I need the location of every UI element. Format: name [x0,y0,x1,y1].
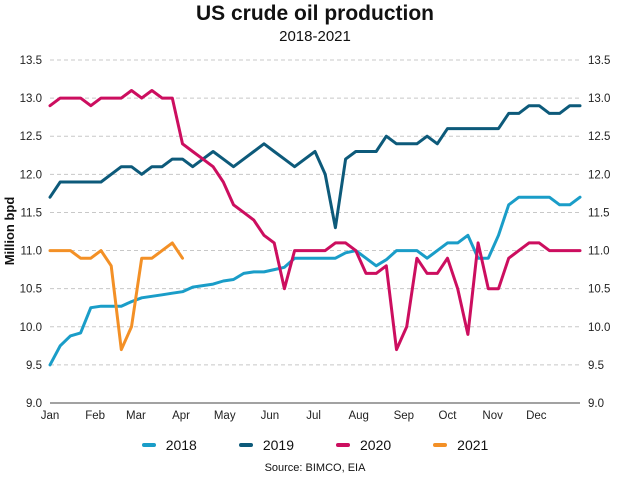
x-tick-label: Oct [439,410,458,422]
axes: 9.0 9.0 9.5 9.5 10.0 10.0 10.5 10.5 11.0 11.0 11.5… [20,55,611,422]
y-tick-label-left: 10.5 [20,284,42,296]
x-tick-label: Nov [482,410,503,422]
x-tick-label: May [214,410,236,422]
legend-swatch [141,443,156,447]
series-line-2018 [48,195,582,367]
y-tick-label-left: 10.0 [20,322,42,334]
y-tick-label-right: 13.0 [588,93,610,105]
series-line-2019 [48,104,582,230]
y-tick-label-right: 12.5 [588,131,610,143]
x-tick-label: Mar [126,410,146,422]
legend-label: 2020 [360,437,392,453]
y-tick-label-right: 12.0 [588,169,610,181]
legend-swatch [433,443,448,447]
x-tick-label: Sep [394,410,414,422]
series-layer [48,89,582,367]
series-line-2020 [48,89,582,352]
legend-item-2018: 2018 [141,437,197,453]
y-tick-label-right: 13.5 [588,55,610,67]
legend: 2018 2019 2020 2021 [0,437,630,453]
chart-title: US crude oil production [195,2,434,25]
y-tick-label-right: 10.0 [588,322,610,334]
legend-label: 2021 [457,437,489,453]
legend-label: 2019 [262,437,294,453]
source-note: Source: BIMCO, EIA [264,462,366,474]
y-axis-label-left: Million bpd [2,197,17,266]
x-tick-label: Dec [526,410,547,422]
y-tick-label-left: 9.5 [26,360,42,372]
x-tick-label: Jan [41,410,60,422]
y-tick-label-left: 9.0 [26,398,42,410]
chart-subtitle: 2018-2021 [279,28,351,45]
x-tick-label: Apr [172,410,190,422]
y-tick-label-right: 9.0 [588,398,604,410]
x-tick-label: Aug [348,410,368,422]
y-tick-label-left: 13.5 [20,55,42,67]
y-tick-label-right: 11.5 [588,207,610,219]
grid [50,59,580,366]
legend-item-2019: 2019 [238,437,294,453]
y-tick-label-left: 13.0 [20,93,42,105]
y-tick-label-right: 9.5 [588,360,604,372]
series-line-2021 [48,241,184,352]
y-tick-label-right: 11.0 [588,246,610,258]
legend-label: 2018 [165,437,197,453]
x-tick-label: Jul [306,410,321,422]
y-tick-label-left: 12.0 [20,169,42,181]
x-tick-label: Jun [261,410,280,422]
y-tick-label-right: 10.5 [588,284,610,296]
legend-swatch [336,443,350,447]
y-tick-label-left: 11.5 [20,207,42,219]
y-tick-label-left: 11.0 [20,246,42,258]
legend-swatch [238,443,253,447]
legend-item-2020: 2020 [336,437,391,453]
y-tick-label-left: 12.5 [20,131,42,143]
x-tick-label: Feb [85,410,105,422]
legend-item-2021: 2021 [433,437,488,453]
